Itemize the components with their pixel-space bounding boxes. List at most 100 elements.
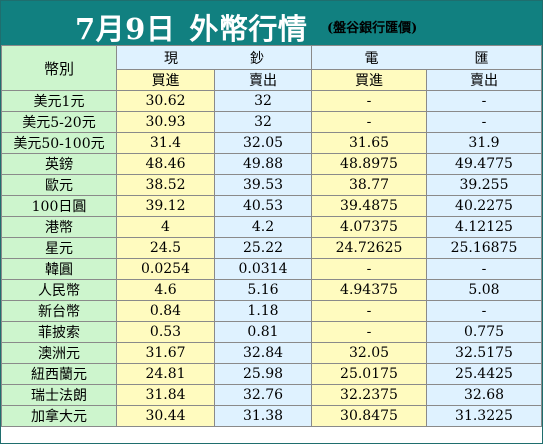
currency-name: 美元5-20元 (1, 111, 117, 133)
cash-buy-rate: 0.0254 (116, 258, 215, 280)
title-bar: 7月9日 外幣行情 (盤谷銀行匯價) (1, 1, 542, 48)
cash-group-header: 現鈔 (116, 45, 312, 70)
cash-buy-rate: 24.81 (116, 363, 215, 385)
transfer-group-char-2: 匯 (474, 50, 489, 67)
transfer-sell-header: 賣出 (426, 69, 542, 91)
transfer-sell-rate: 32.5175 (426, 342, 542, 364)
cash-sell-rate: 25.98 (214, 363, 312, 385)
transfer-buy-rate: 4.94375 (311, 279, 427, 301)
cash-buy-rate: 24.5 (116, 237, 215, 259)
currency-name: 加拿大元 (1, 405, 117, 427)
cash-sell-header: 賣出 (214, 69, 312, 91)
currency-name: 歐元 (1, 174, 117, 196)
cash-buy-header: 買進 (116, 69, 215, 91)
cash-sell-rate: 1.18 (214, 300, 312, 322)
cash-buy-rate: 31.84 (116, 384, 215, 406)
transfer-sell-rate: - (426, 258, 542, 280)
transfer-buy-rate: - (311, 300, 427, 322)
cash-group-char-1: 現 (164, 50, 178, 67)
page-title: 7月9日 外幣行情 (75, 6, 307, 48)
transfer-buy-rate: - (311, 111, 427, 133)
currency-name: 韓圓 (1, 258, 117, 280)
table-row: 人民幣 4.6 5.16 4.94375 5.08 (1, 279, 542, 301)
currency-name: 美元1元 (1, 90, 117, 112)
currency-name: 英鎊 (1, 153, 117, 175)
currency-name: 星元 (1, 237, 117, 259)
cash-sell-rate: 32 (214, 90, 312, 112)
transfer-buy-rate: 30.8475 (311, 405, 427, 427)
transfer-buy-rate: - (311, 90, 427, 112)
currency-name: 瑞士法朗 (1, 384, 117, 406)
currency-header: 幣別 (1, 45, 117, 91)
table-row: 瑞士法朗 31.84 32.76 32.2375 32.68 (1, 384, 542, 406)
table-row: 歐元 38.52 39.53 38.77 39.255 (1, 174, 542, 196)
cash-sell-rate: 39.53 (214, 174, 312, 196)
currency-name: 紐西蘭元 (1, 363, 117, 385)
table-row: 澳洲元 31.67 32.84 32.05 32.5175 (1, 342, 542, 364)
cash-sell-rate: 32.76 (214, 384, 312, 406)
table-row: 美元5-20元 30.93 32- - (1, 111, 542, 133)
transfer-buy-rate: - (311, 321, 427, 343)
transfer-sell-rate: 0.775 (426, 321, 542, 343)
cash-buy-rate: 0.84 (116, 300, 215, 322)
transfer-buy-header: 買進 (311, 69, 427, 91)
transfer-sell-rate: 39.255 (426, 174, 542, 196)
cash-buy-rate: 39.12 (116, 195, 215, 217)
transfer-buy-rate: 4.07375 (311, 216, 427, 238)
currency-name: 新台幣 (1, 300, 117, 322)
transfer-sell-rate: 49.4775 (426, 153, 542, 175)
cash-buy-rate: 0.53 (116, 321, 215, 343)
transfer-sell-rate: 5.08 (426, 279, 542, 301)
rate-source: (盤谷銀行匯價) (327, 21, 418, 36)
cash-buy-rate: 48.46 (116, 153, 215, 175)
transfer-sell-rate: 40.2275 (426, 195, 542, 217)
table-row: 韓圓 0.0254 0.0314- - (1, 258, 542, 280)
transfer-sell-rate: 32.68 (426, 384, 542, 406)
transfer-sell-rate: - (426, 111, 542, 133)
table-row: 菲披索 0.53 0.81-0.775 (1, 321, 542, 343)
cash-sell-rate: 0.81 (214, 321, 312, 343)
cash-sell-rate: 5.16 (214, 279, 312, 301)
transfer-buy-rate: - (311, 258, 427, 280)
transfer-sell-rate: - (426, 90, 542, 112)
transfer-sell-rate: - (426, 300, 542, 322)
cash-buy-rate: 38.52 (116, 174, 215, 196)
table-row: 英鎊 48.46 49.88 48.8975 49.4775 (1, 153, 542, 175)
cash-sell-rate: 31.38 (214, 405, 312, 427)
transfer-buy-rate: 48.8975 (311, 153, 427, 175)
transfer-buy-rate: 24.72625 (311, 237, 427, 259)
transfer-sell-rate: 25.16875 (426, 237, 542, 259)
cash-sell-rate: 0.0314 (214, 258, 312, 280)
transfer-sell-rate: 31.3225 (426, 405, 542, 427)
transfer-group-char-1: 電 (364, 50, 379, 67)
currency-name: 100日圓 (1, 195, 117, 217)
currency-name: 澳洲元 (1, 342, 117, 364)
cash-sell-rate: 25.22 (214, 237, 312, 259)
cash-group-char-2: 鈔 (250, 50, 264, 67)
cash-buy-rate: 31.4 (116, 132, 215, 154)
cash-buy-rate: 31.67 (116, 342, 215, 364)
table-row: 新台幣 0.84 1.18- - (1, 300, 542, 322)
cash-buy-rate: 30.93 (116, 111, 215, 133)
cash-buy-rate: 4 (116, 216, 215, 238)
cash-sell-rate: 40.53 (214, 195, 312, 217)
cash-sell-rate: 32 (214, 111, 312, 133)
cash-sell-rate: 49.88 (214, 153, 312, 175)
currency-name: 人民幣 (1, 279, 117, 301)
title-main: 外幣行情 (189, 12, 308, 46)
cash-buy-rate: 30.62 (116, 90, 215, 112)
exchange-rate-table: 幣別 現鈔 電匯 買進 賣出 買進 賣出 美元1元 30.62 32- - 美元5-20… (1, 45, 542, 427)
currency-name: 美元50-100元 (1, 132, 117, 154)
transfer-buy-rate: 25.0175 (311, 363, 427, 385)
table-row: 加拿大元 30.44 31.38 30.8475 31.3225 (1, 405, 542, 427)
table-row: 港幣 4 4.2 4.07375 4.12125 (1, 216, 542, 238)
cash-sell-rate: 4.2 (214, 216, 312, 238)
transfer-buy-rate: 38.77 (311, 174, 427, 196)
cash-sell-rate: 32.84 (214, 342, 312, 364)
transfer-buy-rate: 32.05 (311, 342, 427, 364)
transfer-buy-rate: 31.65 (311, 132, 427, 154)
cash-buy-rate: 30.44 (116, 405, 215, 427)
table-row: 100日圓 39.12 40.53 39.4875 40.2275 (1, 195, 542, 217)
transfer-sell-rate: 25.4425 (426, 363, 542, 385)
cash-buy-rate: 4.6 (116, 279, 215, 301)
